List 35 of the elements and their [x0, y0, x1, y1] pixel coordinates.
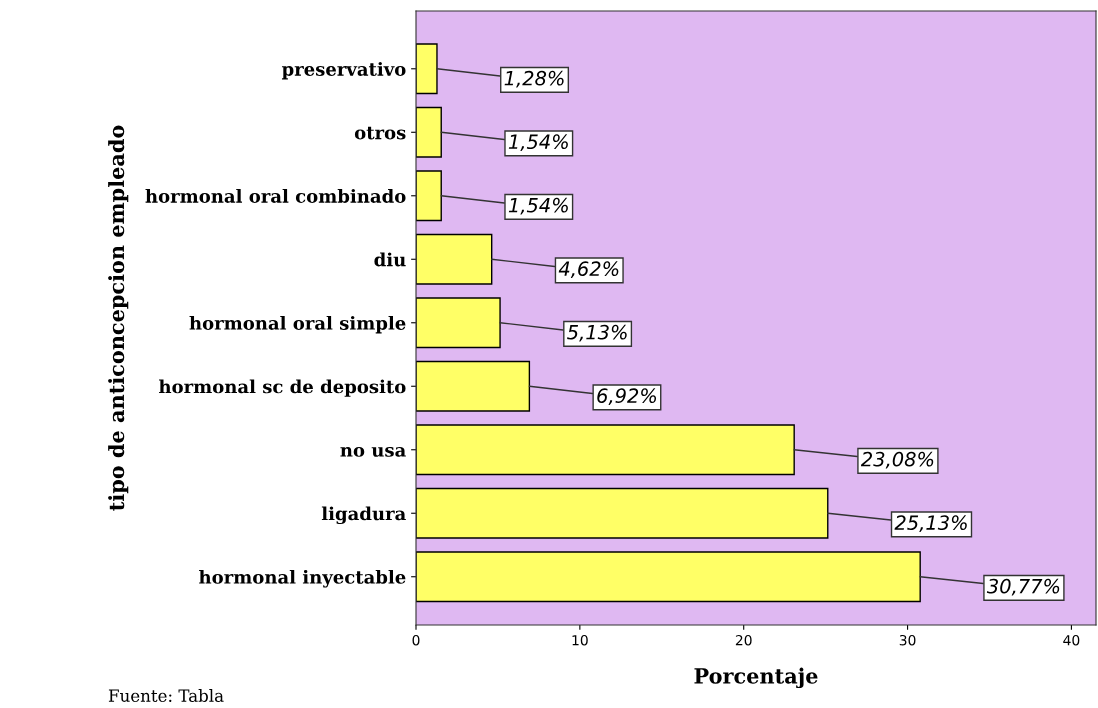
bar [416, 551, 921, 603]
x-tick-label: 0 [412, 634, 420, 646]
y-axis-title: tipo de anticoncepcion empleado [108, 125, 129, 511]
source-note: Fuente: Tabla [108, 689, 224, 702]
y-tick-label: diu [374, 252, 406, 267]
bar [416, 170, 442, 222]
bar [416, 297, 501, 349]
y-tick-label: hormonal oral simple [189, 315, 406, 334]
data-label: 1,28% [504, 70, 564, 88]
data-label: 25,13% [894, 515, 967, 532]
data-label: 5,13% [567, 324, 627, 342]
x-tick-label: 40 [1063, 634, 1080, 646]
x-tick-label: 30 [899, 634, 916, 646]
x-tick-label: 10 [572, 634, 588, 646]
y-tick-label: hormonal sc de deposito [159, 379, 406, 397]
bar [416, 43, 438, 95]
bar [416, 106, 442, 158]
data-label: 30,77% [986, 578, 1060, 596]
data-label: 6,92% [597, 388, 657, 405]
y-tick-label: hormonal inyectable [199, 569, 406, 588]
x-tick-label: 20 [735, 634, 752, 646]
y-tick-label: preservativo [281, 61, 406, 80]
y-tick-label: otros [354, 126, 406, 140]
x-axis-title: Porcentaje [694, 667, 818, 689]
data-label: 1,54% [508, 134, 568, 152]
data-label: 4,62% [558, 261, 619, 278]
bar [416, 360, 531, 412]
y-tick-label: ligadura [321, 506, 406, 525]
y-tick-label: no usa [340, 446, 406, 457]
data-label: 1,54% [508, 197, 568, 215]
bar [416, 233, 493, 285]
y-tick-label: hormonal oral combinado [145, 188, 406, 203]
bar [416, 424, 795, 476]
bar [416, 487, 829, 539]
data-label: 23,08% [860, 451, 934, 469]
